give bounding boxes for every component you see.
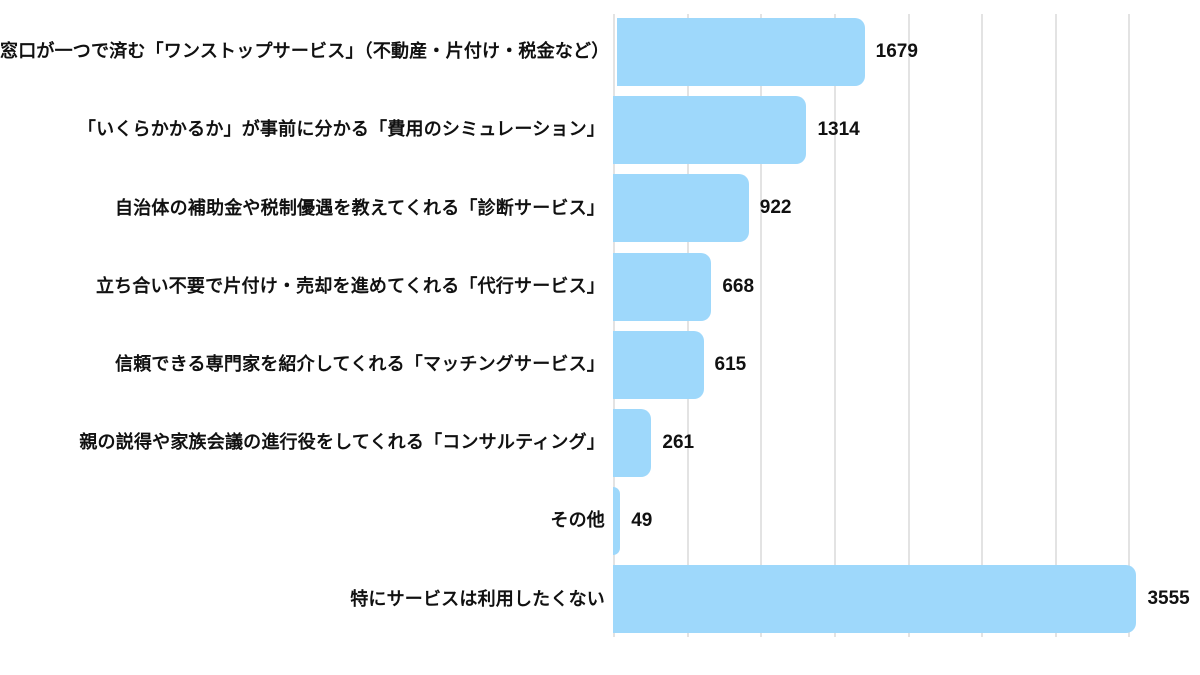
category-label: 立ち合い不要で片付け・売却を進めてくれる「代行サービス」 bbox=[95, 275, 605, 296]
bar-row: 窓口が一つで済む「ワンストップサービス」（不動産・片付け・税金など） 1679 bbox=[0, 13, 1200, 91]
bar-track: 261 bbox=[613, 409, 1200, 478]
bar bbox=[613, 409, 652, 478]
bar-track: 49 bbox=[613, 487, 1200, 556]
category-label: 特にサービスは利用したくない bbox=[350, 588, 605, 609]
bar bbox=[613, 487, 621, 556]
category-label: その他 bbox=[550, 510, 605, 531]
value-label: 922 bbox=[759, 197, 792, 219]
bar bbox=[617, 18, 865, 87]
value-label: 668 bbox=[722, 275, 755, 297]
bar-row: 自治体の補助金や税制優遇を教えてくれる「診断サービス」 922 bbox=[0, 169, 1200, 247]
bar bbox=[613, 330, 704, 399]
category-label: 「いくらかかるか」が事前に分かる「費用のシミュレーション」 bbox=[77, 119, 605, 140]
value-label: 3555 bbox=[1147, 588, 1190, 610]
bar bbox=[613, 96, 807, 165]
bar bbox=[613, 174, 749, 243]
bar bbox=[613, 252, 712, 321]
bar-row: 立ち合い不要で片付け・売却を進めてくれる「代行サービス」 668 bbox=[0, 248, 1200, 326]
bar-track: 922 bbox=[613, 174, 1200, 243]
bar-row: 「いくらかかるか」が事前に分かる「費用のシミュレーション」 1314 bbox=[0, 91, 1200, 169]
bar bbox=[613, 565, 1137, 634]
category-label: 信頼できる専門家を紹介してくれる「マッチングサービス」 bbox=[115, 354, 605, 375]
bar-track: 1314 bbox=[613, 96, 1200, 165]
category-label: 親の説得や家族会議の進行役をしてくれる「コンサルティング」 bbox=[79, 432, 605, 453]
value-label: 615 bbox=[714, 353, 747, 375]
bar-row: 親の説得や家族会議の進行役をしてくれる「コンサルティング」 261 bbox=[0, 404, 1200, 482]
bar-row: 信頼できる専門家を紹介してくれる「マッチングサービス」 615 bbox=[0, 326, 1200, 404]
value-label: 49 bbox=[631, 510, 653, 532]
bar-track: 668 bbox=[613, 252, 1200, 321]
bar-row: 特にサービスは利用したくない 3555 bbox=[0, 560, 1200, 638]
bar-track: 615 bbox=[613, 330, 1200, 399]
bar-row: その他 49 bbox=[0, 482, 1200, 560]
bar-track: 1679 bbox=[617, 18, 1200, 87]
value-label: 1679 bbox=[875, 41, 918, 63]
value-label: 261 bbox=[662, 432, 695, 454]
value-label: 1314 bbox=[817, 119, 860, 141]
bar-track: 3555 bbox=[613, 565, 1200, 634]
category-label: 窓口が一つで済む「ワンストップサービス」（不動産・片付け・税金など） bbox=[0, 41, 610, 62]
category-label: 自治体の補助金や税制優遇を教えてくれる「診断サービス」 bbox=[115, 197, 605, 218]
